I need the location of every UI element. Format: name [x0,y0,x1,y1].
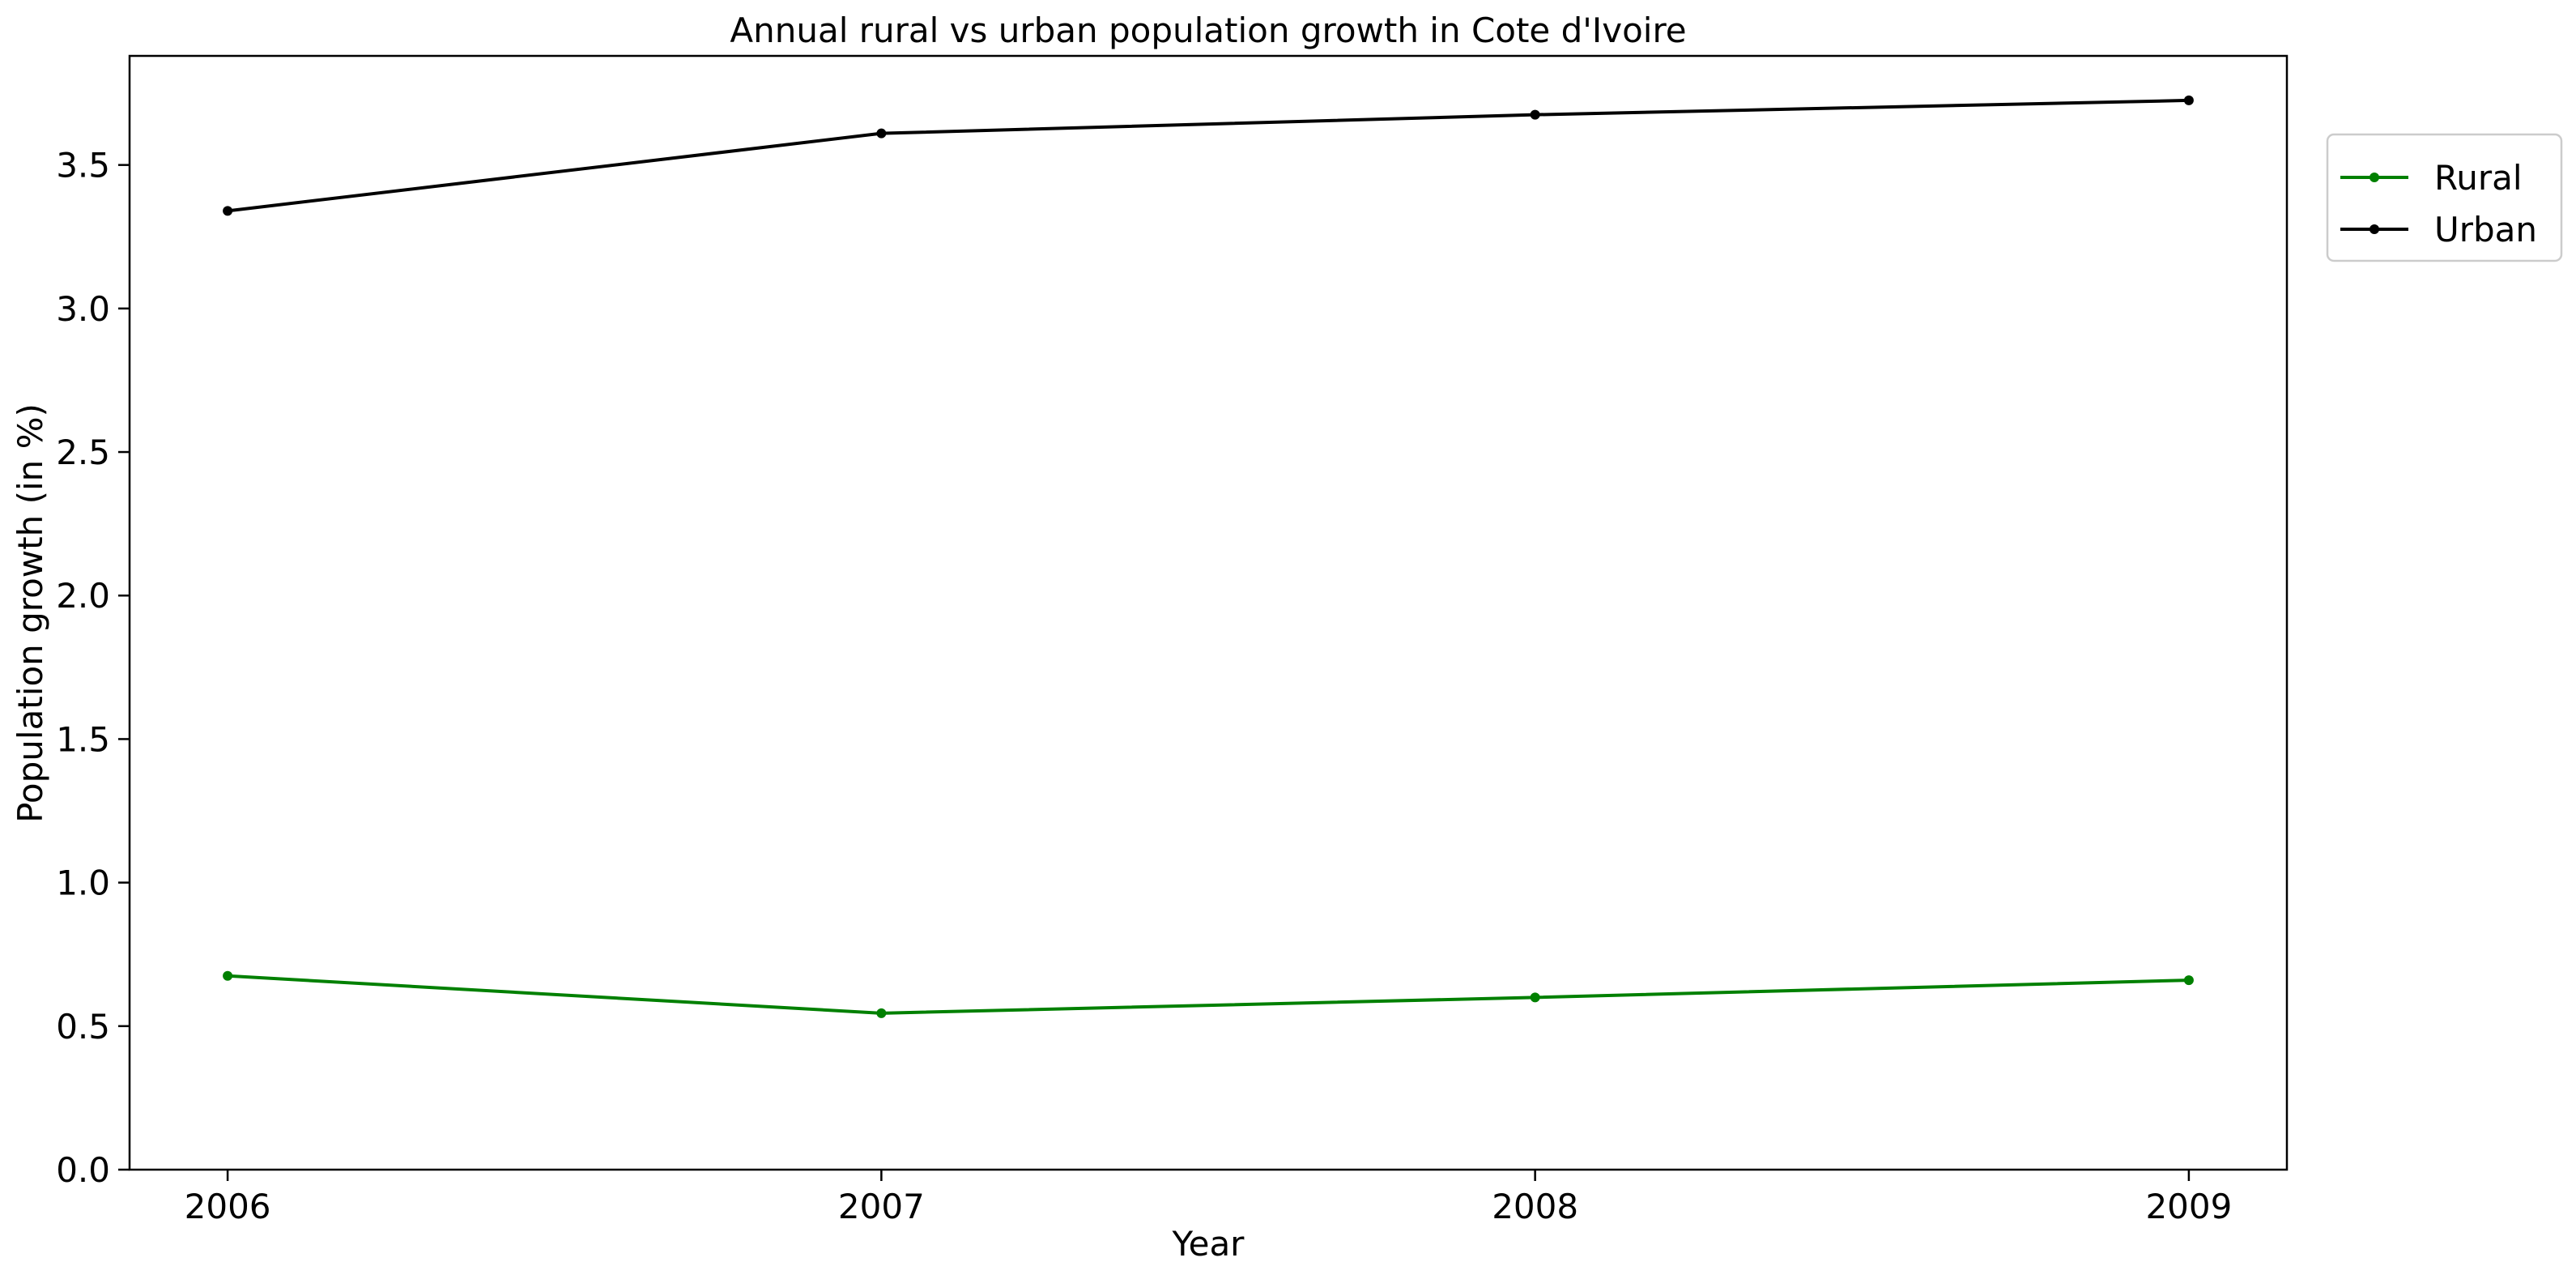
y-tick-label: 2.5 [56,433,110,472]
chart-title: Annual rural vs urban population growth … [730,11,1686,50]
y-tick-label: 0.5 [56,1007,110,1047]
x-tick-label: 2007 [838,1187,925,1226]
y-axis: 0.0 0.5 1.0 1.5 2.0 2.5 3.0 3.5 [56,146,130,1190]
x-axis-label: Year [1172,1224,1245,1264]
data-point-rural [876,1008,886,1018]
legend-marker-urban [2369,224,2379,234]
data-point-rural [1531,992,1540,1002]
y-tick-label: 3.0 [56,289,110,329]
y-tick-label: 0.0 [56,1150,110,1190]
data-point-rural [2184,975,2194,985]
y-tick-label: 3.5 [56,146,110,185]
x-tick-label: 2006 [185,1187,271,1226]
y-tick-label: 1.5 [56,719,110,759]
legend: Rural Urban [2327,134,2561,261]
data-point-urban [2184,96,2194,105]
y-tick-label: 2.0 [56,576,110,616]
data-point-urban [223,206,232,215]
x-axis: 2006 2007 2008 2009 [185,1170,2233,1226]
x-tick-label: 2008 [1492,1187,1578,1226]
data-point-rural [223,971,232,981]
legend-label-rural: Rural [2434,158,2523,198]
legend-label-urban: Urban [2434,210,2537,249]
y-tick-label: 1.0 [56,863,110,903]
legend-marker-rural [2369,173,2379,182]
x-tick-label: 2009 [2145,1187,2232,1226]
data-point-urban [876,129,886,139]
y-axis-label: Population growth (in %) [11,403,50,823]
plot-area [130,56,2287,1170]
data-point-urban [1531,110,1540,120]
